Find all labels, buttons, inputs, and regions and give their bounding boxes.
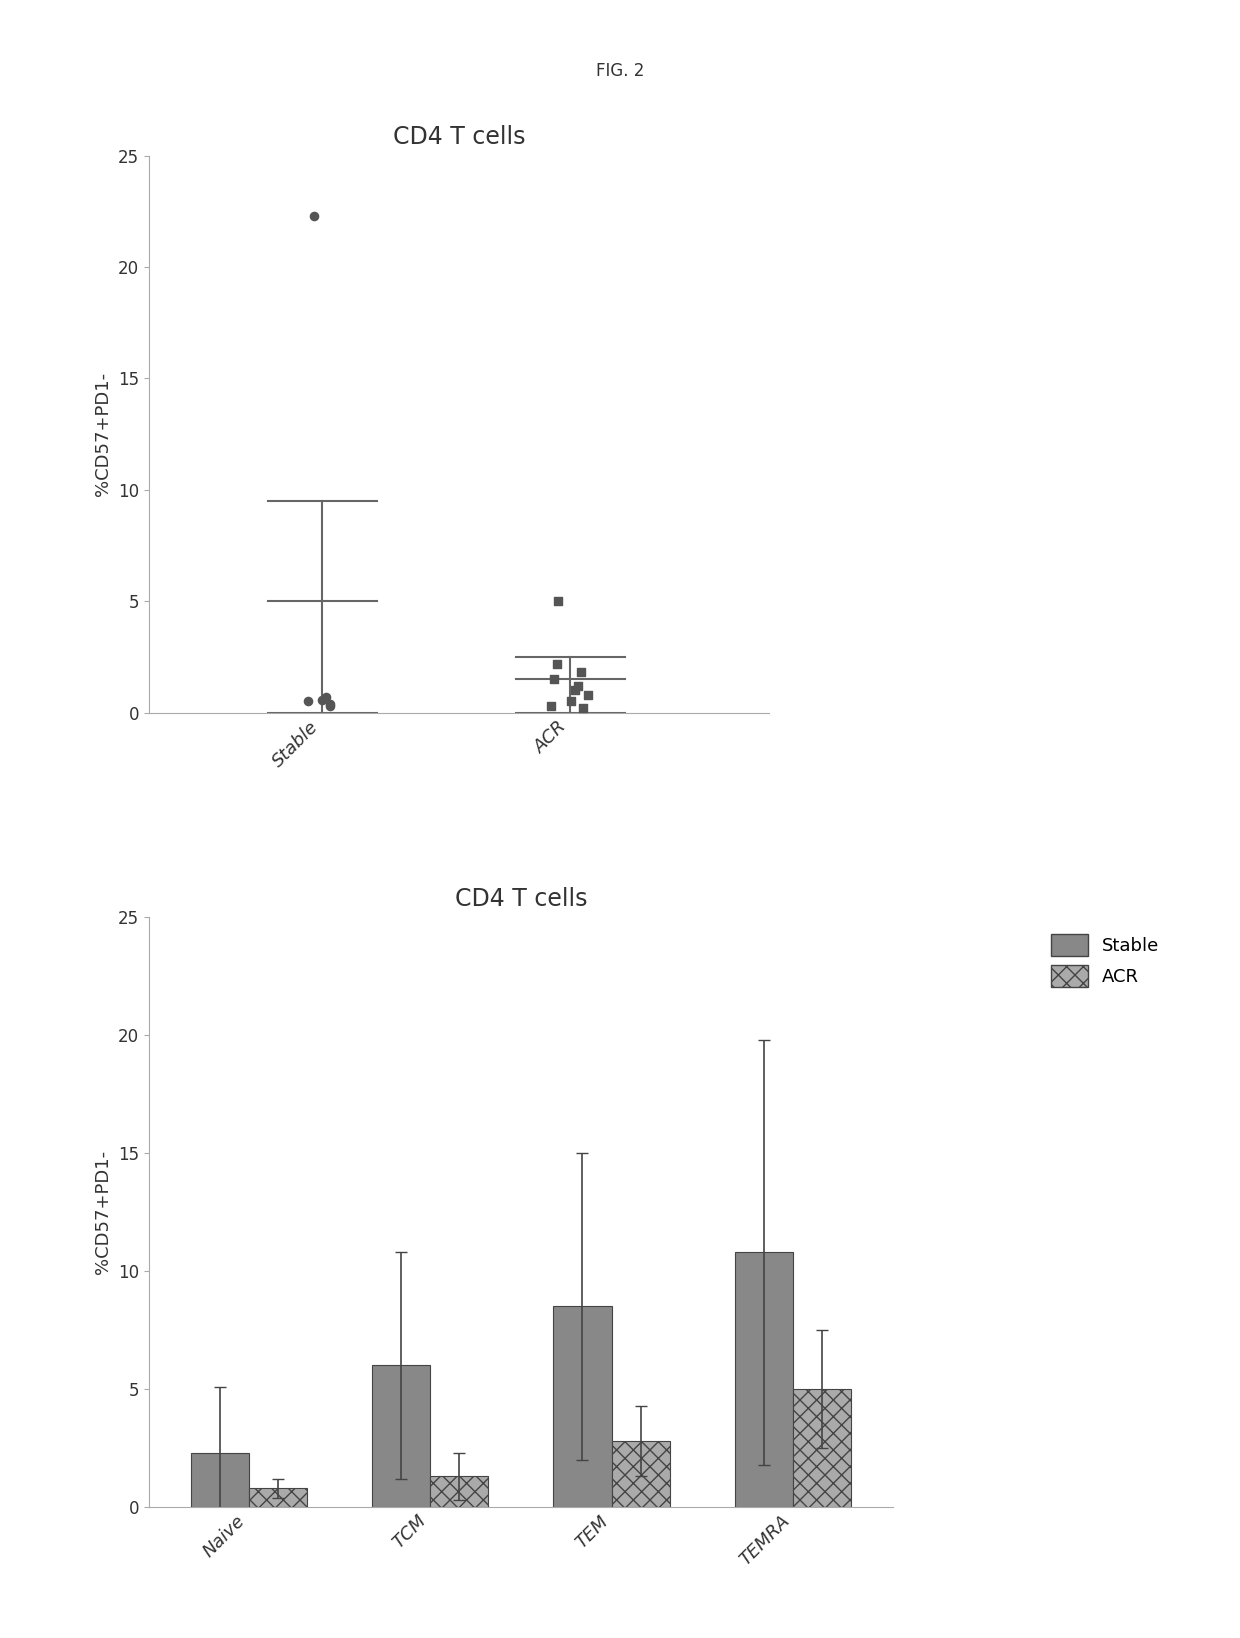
Point [570,660,590,686]
Point [316,683,336,709]
Point [560,688,580,714]
Y-axis label: %CD57+PD1-: %CD57+PD1- [94,1150,113,1274]
Title: CD4 T cells: CD4 T cells [393,126,525,149]
Point [321,693,341,719]
Legend: Stable, ACR: Stable, ACR [1044,927,1167,994]
Bar [372,1366,430,1507]
Title: CD4 T cells: CD4 T cells [455,888,587,911]
Y-axis label: %CD57+PD1-: %CD57+PD1- [94,372,113,496]
Text: FIG. 2: FIG. 2 [595,62,645,80]
Bar [553,1307,611,1507]
Point [312,688,332,714]
Bar [611,1441,670,1507]
Point [544,667,564,693]
Point [579,681,599,708]
Point [541,693,560,719]
Point [298,688,317,714]
Bar [735,1251,794,1507]
Point [573,695,593,721]
Point [568,673,588,699]
Bar [794,1389,851,1507]
Bar [191,1453,248,1507]
Point [547,650,567,676]
Bar [248,1487,306,1507]
Point [320,691,340,717]
Point [565,676,585,703]
Bar [430,1476,489,1507]
Point [548,588,568,614]
Point [304,203,324,229]
